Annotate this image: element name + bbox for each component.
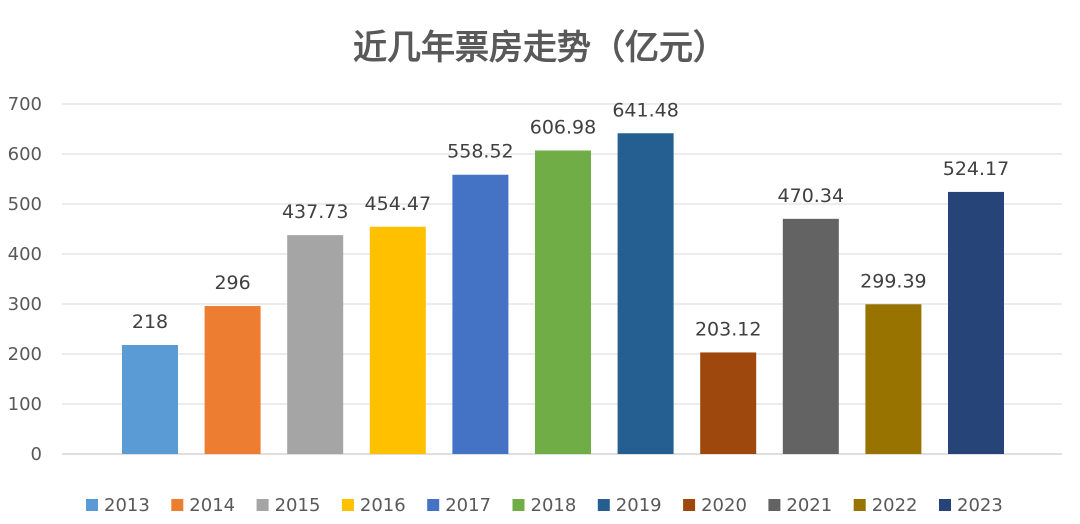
data-label-2018: 606.98 (530, 117, 596, 139)
legend-swatch-2018 (512, 499, 525, 511)
data-label-2023: 524.17 (943, 158, 1009, 180)
bar-2023 (948, 191, 1004, 455)
data-label-2014: 296 (214, 272, 250, 294)
bar-2022 (865, 304, 922, 454)
y-tick-label: 100 (8, 394, 42, 415)
data-label-2021: 470.34 (778, 185, 844, 207)
y-tick-label: 600 (8, 144, 42, 165)
bar-2016 (369, 226, 426, 454)
legend-label-2018: 2018 (531, 495, 577, 516)
bar-2018 (535, 150, 591, 454)
data-label-2016: 454.47 (365, 193, 431, 215)
legend-label-2019: 2019 (616, 495, 662, 516)
y-tick-label: 0 (31, 444, 42, 465)
bar-2019 (617, 133, 674, 454)
legend-label-2013: 2013 (104, 495, 150, 516)
data-labels: 218 296 437.73 454.47 558.52 606.98 641.48 203.… (132, 99, 1009, 340)
legend-label-2020: 2020 (701, 495, 747, 516)
bar-2020 (700, 352, 757, 454)
bar-2017 (452, 174, 509, 455)
bar-2014 (204, 306, 261, 454)
legend-swatch-2019 (597, 499, 610, 511)
y-tick-label: 300 (8, 294, 42, 315)
data-label-2015: 437.73 (282, 201, 348, 223)
legend: 2013 2014 2015 2016 2017 2018 2019 2020 2021 2022… (86, 495, 1003, 516)
legend-swatch-2015 (256, 499, 269, 511)
bars (122, 133, 1004, 455)
legend-swatch-2014 (171, 499, 184, 511)
y-tick-label: 400 (8, 244, 42, 265)
legend-swatch-2022 (853, 499, 866, 511)
legend-swatch-2016 (341, 499, 354, 511)
bar-2013 (122, 345, 178, 454)
legend-swatch-2023 (939, 499, 951, 511)
y-axis-ticks: 0 100 200 300 400 500 600 700 (8, 94, 42, 465)
legend-label-2023: 2023 (957, 495, 1003, 516)
legend-swatch-2013 (86, 499, 98, 511)
legend-label-2017: 2017 (445, 495, 491, 516)
legend-swatch-2021 (768, 499, 781, 511)
legend-label-2021: 2021 (786, 495, 832, 516)
data-label-2020: 203.12 (695, 318, 761, 340)
data-label-2013: 218 (132, 311, 168, 333)
chart-title: 近几年票房走势（亿元） (353, 28, 727, 68)
data-label-2022: 299.39 (860, 270, 926, 292)
legend-swatch-2020 (683, 499, 696, 511)
legend-label-2022: 2022 (872, 495, 918, 516)
legend-label-2016: 2016 (360, 495, 406, 516)
data-label-2019: 641.48 (612, 99, 678, 121)
legend-swatch-2017 (427, 499, 440, 511)
bar-2015 (287, 235, 344, 454)
legend-label-2014: 2014 (189, 495, 235, 516)
y-tick-label: 700 (8, 94, 42, 115)
y-tick-label: 500 (8, 194, 42, 215)
bar-2021 (782, 218, 839, 454)
data-label-2017: 558.52 (447, 141, 513, 163)
y-tick-label: 200 (8, 344, 42, 365)
legend-label-2015: 2015 (275, 495, 321, 516)
